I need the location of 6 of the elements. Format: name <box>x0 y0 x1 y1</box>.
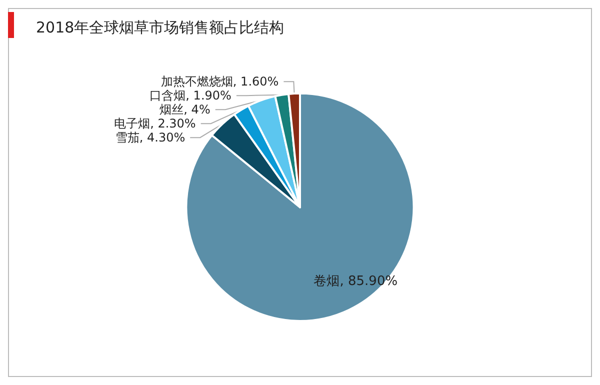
slice-label: 烟丝, 4% <box>160 102 210 117</box>
slice-label: 口含烟, 1.90% <box>150 88 232 103</box>
slice-label: 电子烟, 2.30% <box>114 116 196 131</box>
slice-label: 雪茄, 4.30% <box>115 130 186 145</box>
chart-title: 2018年全球烟草市场销售额占比结构 <box>36 18 284 36</box>
slice-label: 加热不燃烧烟, 1.60% <box>160 74 279 89</box>
